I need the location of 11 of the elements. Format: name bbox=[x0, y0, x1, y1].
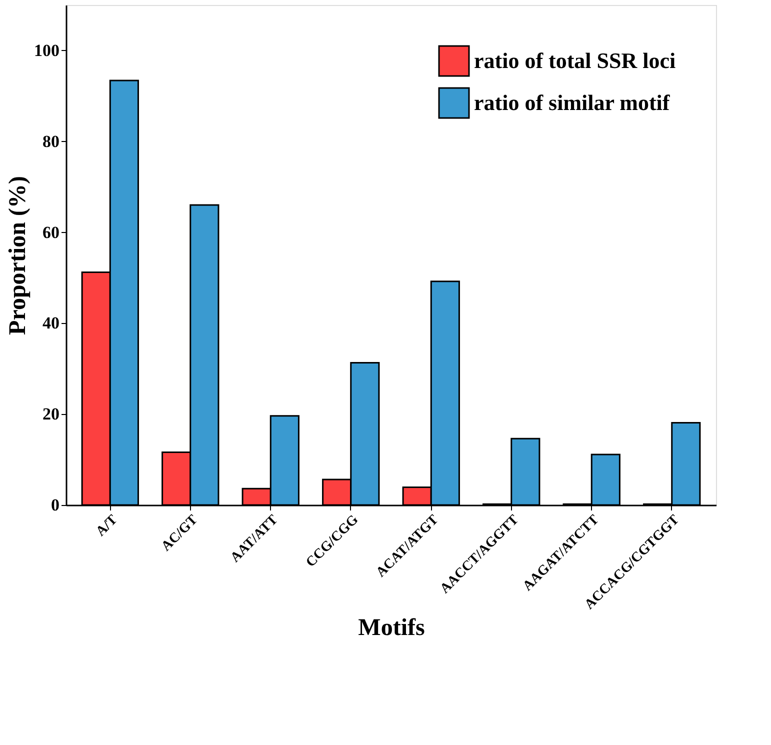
y-tick-label: 100 bbox=[34, 40, 60, 60]
legend-label: ratio of total SSR loci bbox=[474, 48, 676, 73]
x-axis-title: Motifs bbox=[358, 615, 425, 642]
y-axis-title: Proportion (%) bbox=[5, 176, 31, 335]
legend-label: ratio of similar motif bbox=[474, 90, 670, 115]
y-tick-label: 60 bbox=[42, 222, 60, 242]
y-tick-label: 80 bbox=[42, 132, 60, 151]
y-tick-label: 20 bbox=[42, 404, 60, 424]
y-tick-label: 0 bbox=[51, 496, 60, 514]
y-tick-label: 40 bbox=[42, 314, 60, 333]
x-tick-label: A/T bbox=[94, 512, 122, 540]
